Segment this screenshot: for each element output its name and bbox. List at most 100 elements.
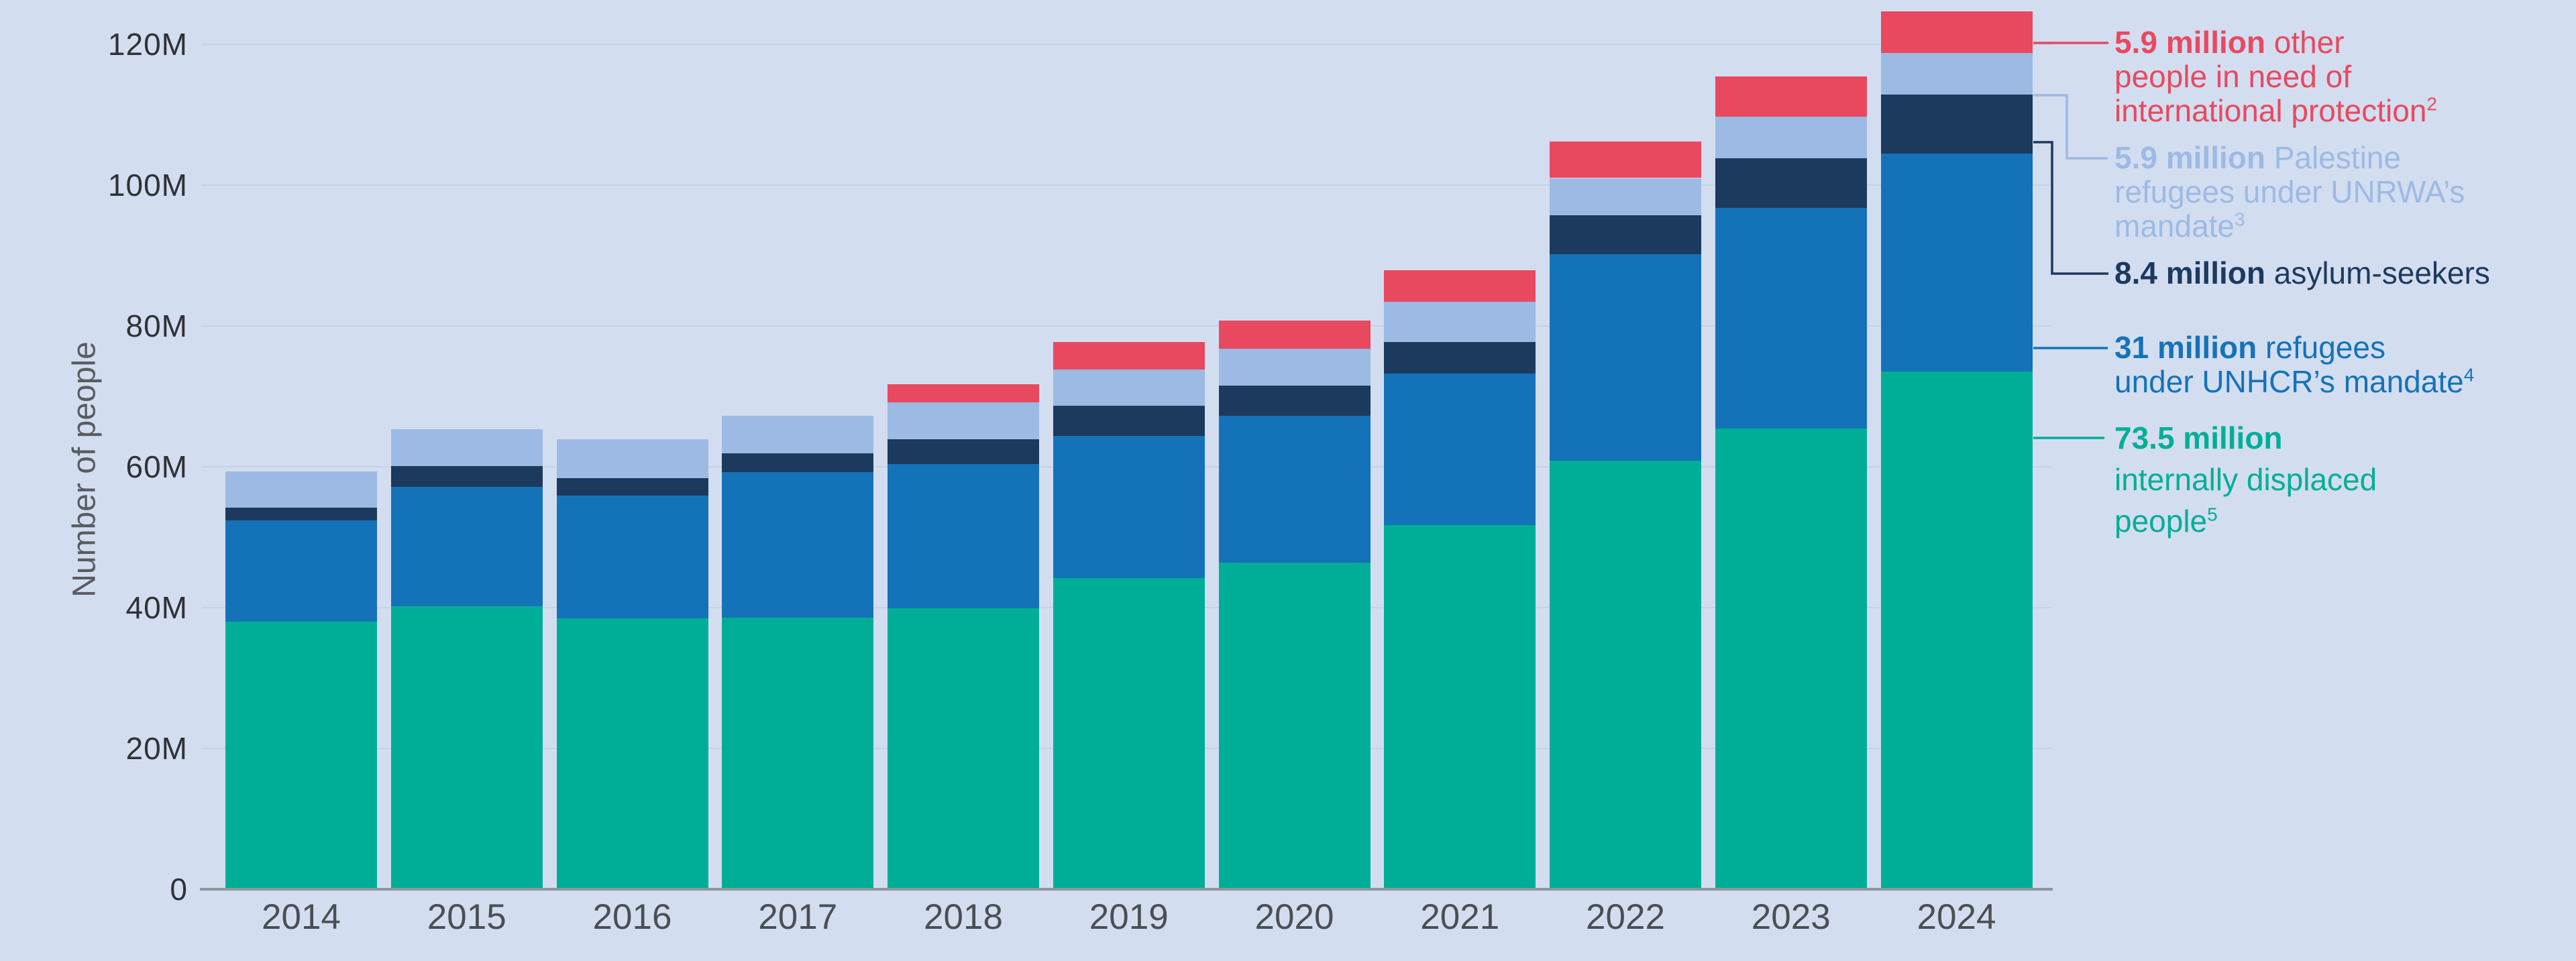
bar-segment-idp-2021 bbox=[1384, 525, 1536, 889]
x-label-2019: 2019 bbox=[1089, 897, 1169, 937]
bar-segment-other-2021 bbox=[1384, 270, 1536, 302]
legend-item-line: internally displaced bbox=[2114, 462, 2377, 497]
legend-item-value: 5.9 million bbox=[2114, 140, 2265, 175]
y-tick-60M: 60M bbox=[125, 449, 188, 484]
bar-segment-unrwa-2019 bbox=[1053, 370, 1205, 406]
legend-footnote-marker: 5 bbox=[2207, 504, 2218, 525]
legend-item-other: 5.9 million other people in need of intern… bbox=[2114, 25, 2437, 128]
legend-item-line: 8.4 million asylum-seekers bbox=[2114, 256, 2490, 290]
x-label-2020: 2020 bbox=[1254, 897, 1334, 937]
bar-segment-asylum-2020 bbox=[1218, 386, 1371, 416]
bar-segment-idp-2014 bbox=[225, 622, 377, 889]
bar-segment-asylum-2014 bbox=[225, 507, 377, 520]
bar-segment-unhcr-2021 bbox=[1384, 374, 1536, 526]
gridline-80M bbox=[201, 325, 2051, 327]
bar-segment-idp-2024 bbox=[1880, 372, 2033, 889]
bar-segment-unrwa-2018 bbox=[888, 402, 1039, 440]
legend-item-line: refugees under UNRWA’s bbox=[2114, 174, 2465, 209]
legend-item-line: under UNHCR’s mandate4 bbox=[2114, 364, 2475, 399]
bar-segment-unrwa-2024 bbox=[1880, 52, 2033, 95]
x-label-2017: 2017 bbox=[758, 897, 838, 937]
leader-line-unrwa bbox=[2033, 94, 2108, 160]
legend-item-line: 73.5 million bbox=[2114, 417, 2377, 459]
legend-item-line: 31 million refugees bbox=[2114, 330, 2385, 365]
bar-segment-asylum-2016 bbox=[556, 477, 708, 496]
legend-item-line: 5.9 million other bbox=[2114, 25, 2345, 60]
bar-segment-unhcr-2014 bbox=[225, 520, 377, 622]
bar-segment-asylum-2021 bbox=[1384, 342, 1536, 374]
bar-segment-other-2018 bbox=[888, 384, 1039, 403]
bar-segment-idp-2019 bbox=[1053, 577, 1205, 889]
bar-segment-idp-2020 bbox=[1218, 562, 1371, 889]
bar-segment-unrwa-2022 bbox=[1550, 178, 1701, 216]
x-label-2016: 2016 bbox=[592, 897, 672, 937]
legend-item-value: 5.9 million bbox=[2114, 25, 2265, 60]
bar-segment-unrwa-2021 bbox=[1384, 302, 1536, 343]
legend-item-value: 8.4 million bbox=[2114, 256, 2265, 290]
legend-item-asylum: 8.4 million asylum-seekers bbox=[2114, 256, 2490, 290]
bar-segment-idp-2015 bbox=[390, 606, 543, 889]
x-label-2021: 2021 bbox=[1420, 897, 1500, 937]
bar-segment-idp-2016 bbox=[556, 618, 708, 889]
legend-item-value: 73.5 million bbox=[2114, 420, 2283, 455]
bar-segment-asylum-2017 bbox=[722, 453, 874, 473]
bar-segment-unhcr-2020 bbox=[1218, 416, 1371, 563]
legend-item-line: 5.9 million Palestine bbox=[2114, 140, 2401, 175]
legend-item-line: mandate3 bbox=[2114, 209, 2245, 243]
leader-line-asylum bbox=[2033, 141, 2108, 275]
x-axis-line bbox=[200, 888, 2053, 891]
bar-segment-unhcr-2016 bbox=[556, 496, 708, 618]
x-label-2015: 2015 bbox=[427, 897, 506, 937]
bar-segment-asylum-2023 bbox=[1715, 158, 1867, 208]
legend-item-line: international protection2 bbox=[2114, 93, 2437, 128]
legend-item-unrwa: 5.9 million Palestine refugees under UNRW… bbox=[2114, 141, 2465, 243]
y-tick-80M: 80M bbox=[125, 308, 188, 343]
bar-segment-idp-2023 bbox=[1715, 429, 1867, 889]
gridline-100M bbox=[201, 184, 2051, 186]
bar-segment-other-2023 bbox=[1715, 76, 1867, 117]
x-label-2014: 2014 bbox=[262, 897, 341, 937]
legend-footnote-marker: 4 bbox=[2463, 364, 2475, 386]
bar-segment-unrwa-2014 bbox=[225, 471, 377, 508]
bar-segment-other-2024 bbox=[1880, 11, 2033, 53]
bar-segment-idp-2018 bbox=[888, 608, 1039, 889]
bar-segment-idp-2022 bbox=[1550, 460, 1701, 889]
legend-item-unhcr: 31 million refugees under UNHCR’s mandate… bbox=[2114, 331, 2474, 399]
bar-segment-unrwa-2015 bbox=[390, 429, 543, 466]
y-tick-120M: 120M bbox=[107, 27, 188, 62]
legend-footnote-marker: 2 bbox=[2426, 93, 2437, 115]
legend-item-line: people in need of bbox=[2114, 59, 2351, 94]
bar-segment-unhcr-2023 bbox=[1715, 207, 1867, 429]
y-tick-100M: 100M bbox=[107, 168, 188, 203]
bar-segment-unrwa-2020 bbox=[1218, 348, 1371, 386]
x-label-2022: 2022 bbox=[1586, 897, 1665, 937]
bar-segment-unhcr-2018 bbox=[888, 463, 1039, 609]
y-tick-0: 0 bbox=[170, 872, 188, 907]
bar-segment-unrwa-2023 bbox=[1715, 117, 1867, 159]
bar-segment-asylum-2018 bbox=[888, 439, 1039, 464]
gridline-120M bbox=[201, 44, 2051, 45]
bar-segment-asylum-2015 bbox=[390, 465, 543, 488]
bar-segment-other-2019 bbox=[1053, 342, 1205, 370]
x-label-2018: 2018 bbox=[924, 897, 1003, 937]
bar-segment-asylum-2019 bbox=[1053, 405, 1205, 436]
bar-segment-asylum-2022 bbox=[1550, 215, 1701, 254]
x-label-2023: 2023 bbox=[1751, 897, 1831, 937]
bar-segment-unhcr-2015 bbox=[390, 487, 543, 606]
bar-segment-unhcr-2017 bbox=[722, 472, 874, 618]
bar-segment-unhcr-2022 bbox=[1550, 253, 1701, 461]
bar-segment-asylum-2024 bbox=[1880, 94, 2033, 154]
bar-segment-unhcr-2024 bbox=[1880, 153, 2033, 372]
legend-item-value: 31 million bbox=[2114, 330, 2257, 365]
bar-segment-unrwa-2017 bbox=[722, 416, 874, 454]
legend-item-line: people5 bbox=[2114, 504, 2218, 539]
y-tick-40M: 40M bbox=[125, 590, 188, 625]
y-axis-title: Number of people bbox=[66, 341, 103, 598]
bar-segment-unhcr-2019 bbox=[1053, 435, 1205, 578]
x-label-2024: 2024 bbox=[1917, 897, 1996, 937]
bar-segment-idp-2017 bbox=[722, 617, 874, 889]
bar-segment-unrwa-2016 bbox=[556, 439, 708, 478]
y-tick-20M: 20M bbox=[125, 731, 188, 766]
legend-item-idp: 73.5 million internally displaced people5 bbox=[2114, 417, 2377, 542]
